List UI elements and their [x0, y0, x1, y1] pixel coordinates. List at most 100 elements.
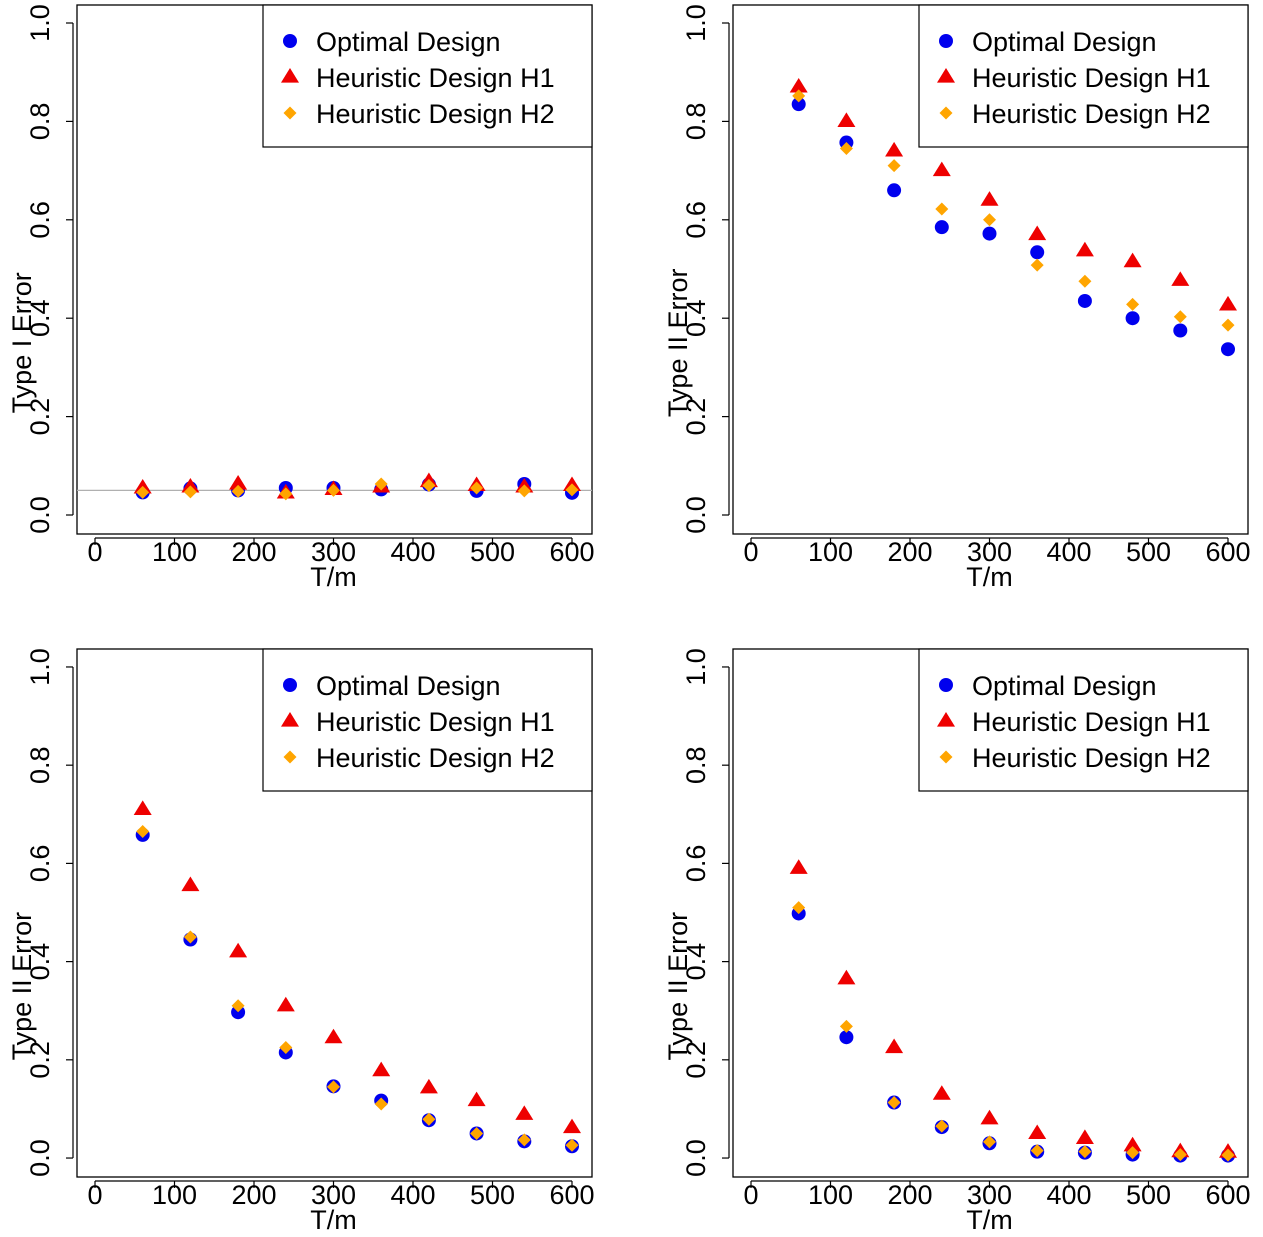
- data-point: [231, 484, 245, 498]
- legend-entry: Heuristic Design H1: [972, 63, 1211, 93]
- data-point: [1123, 252, 1142, 268]
- y-tick-label: 0.2: [681, 1041, 711, 1079]
- data-point: [467, 1091, 486, 1107]
- data-point: [837, 969, 856, 985]
- series-2: [789, 859, 1237, 1158]
- y-tick-label: 0.0: [681, 1139, 711, 1177]
- x-tick-label: 400: [390, 537, 435, 567]
- legend-entry: Optimal Design: [972, 671, 1157, 701]
- x-tick-label: 500: [1126, 1180, 1171, 1210]
- data-point: [885, 1038, 904, 1054]
- x-tick-label: 400: [1046, 537, 1091, 567]
- x-tick-label: 200: [887, 1180, 932, 1210]
- data-point: [983, 213, 996, 227]
- data-point: [327, 1080, 340, 1094]
- series-1: [135, 827, 579, 1154]
- y-tick-label: 0.4: [681, 943, 711, 981]
- legend-entry: Optimal Design: [316, 671, 501, 701]
- series-1: [791, 97, 1235, 357]
- data-point: [1173, 1148, 1187, 1162]
- y-tick-label: 0.4: [25, 299, 55, 337]
- data-point: [789, 77, 808, 93]
- data-point: [839, 1019, 853, 1033]
- data-point: [1126, 1146, 1140, 1160]
- data-point: [422, 478, 436, 492]
- data-point: [885, 141, 904, 157]
- data-point: [1030, 245, 1045, 260]
- legend-entry: Heuristic Design H2: [972, 743, 1211, 773]
- data-point: [181, 876, 200, 892]
- data-point: [1126, 297, 1140, 311]
- y-tick-label: 0.6: [25, 201, 55, 239]
- x-axis-label: T/m: [310, 1205, 357, 1235]
- series-1: [135, 477, 579, 500]
- data-point: [517, 1133, 531, 1147]
- data-point: [887, 183, 902, 198]
- data-point: [133, 800, 152, 815]
- x-tick-label: 300: [311, 1180, 356, 1210]
- data-point: [1221, 318, 1235, 332]
- data-point: [839, 1030, 854, 1045]
- data-point: [422, 1112, 436, 1126]
- data-point: [327, 483, 340, 497]
- chart-panel-1: 0 100 200 300 400 500 600 T/m 0.0 0.2 0.4 0.6 0.8 1.0…: [7, 4, 595, 592]
- y-tick-label: 0.8: [25, 746, 55, 784]
- data-point: [887, 159, 901, 173]
- legend-entry: Heuristic Design H2: [316, 743, 555, 773]
- data-point: [980, 191, 999, 206]
- y-tick-label: 0.0: [25, 1139, 55, 1177]
- series-2: [133, 472, 581, 499]
- data-point: [983, 1135, 996, 1149]
- legend-entry: Heuristic Design H2: [972, 99, 1211, 129]
- data-point: [372, 1061, 391, 1077]
- series-3: [136, 477, 579, 501]
- data-point: [837, 112, 856, 127]
- data-point: [276, 996, 295, 1012]
- data-point: [279, 1041, 293, 1055]
- data-point: [183, 485, 197, 499]
- chart-panel-2: 0 100 200 300 400 500 600 T/m 0.0 0.2 0.4 0.6 0.8 1.0…: [663, 4, 1251, 592]
- x-tick-label: 600: [549, 537, 594, 567]
- data-point: [1028, 225, 1047, 241]
- x-tick-label: 500: [470, 1180, 515, 1210]
- data-point: [792, 901, 806, 915]
- x-axis-label: T/m: [310, 562, 357, 592]
- data-point: [935, 202, 949, 216]
- x-tick-label: 600: [1205, 1180, 1250, 1210]
- x-tick-label: 0: [87, 1180, 102, 1210]
- x-tick-label: 100: [152, 537, 197, 567]
- x-axis-label: T/m: [966, 562, 1013, 592]
- legend-entry: Heuristic Design H1: [972, 707, 1211, 737]
- y-tick-label: 0.4: [681, 299, 711, 337]
- x-tick-label: 200: [231, 1180, 276, 1210]
- data-point: [1123, 1136, 1142, 1152]
- x-tick-label: 300: [967, 537, 1012, 567]
- x-tick-label: 200: [887, 537, 932, 567]
- legend-entry: Heuristic Design H2: [316, 99, 555, 129]
- chart-panel-3: 0 100 200 300 400 500 600 T/m 0.0 0.2 0.4 0.6 0.8 1.0…: [7, 648, 595, 1235]
- data-point: [1028, 1124, 1047, 1140]
- legend: Optimal Design Heuristic Design H1 Heurist…: [918, 648, 1249, 792]
- y-tick-label: 1.0: [25, 4, 55, 42]
- x-tick-label: 100: [808, 1180, 853, 1210]
- legend-marker: [283, 34, 297, 48]
- x-tick-label: 0: [87, 537, 102, 567]
- x-tick-label: 600: [549, 1180, 594, 1210]
- y-tick-label: 0.6: [681, 201, 711, 239]
- chart-panel-4: 0 100 200 300 400 500 600 T/m 0.0 0.2 0.4 0.6 0.8 1.0…: [663, 648, 1251, 1235]
- x-tick-label: 600: [1205, 537, 1250, 567]
- y-tick-label: 0.2: [25, 1041, 55, 1079]
- data-point: [374, 1097, 388, 1111]
- y-tick-label: 1.0: [681, 648, 711, 686]
- legend-marker: [937, 68, 955, 83]
- y-axis-label: Type I Error: [7, 272, 37, 413]
- series-3: [792, 89, 1235, 332]
- data-point: [934, 220, 949, 235]
- data-point: [980, 1109, 999, 1125]
- legend-marker: [283, 106, 297, 120]
- y-tick-label: 1.0: [681, 4, 711, 42]
- data-point: [419, 1078, 438, 1094]
- data-point: [932, 161, 951, 177]
- legend-box: [918, 4, 1249, 148]
